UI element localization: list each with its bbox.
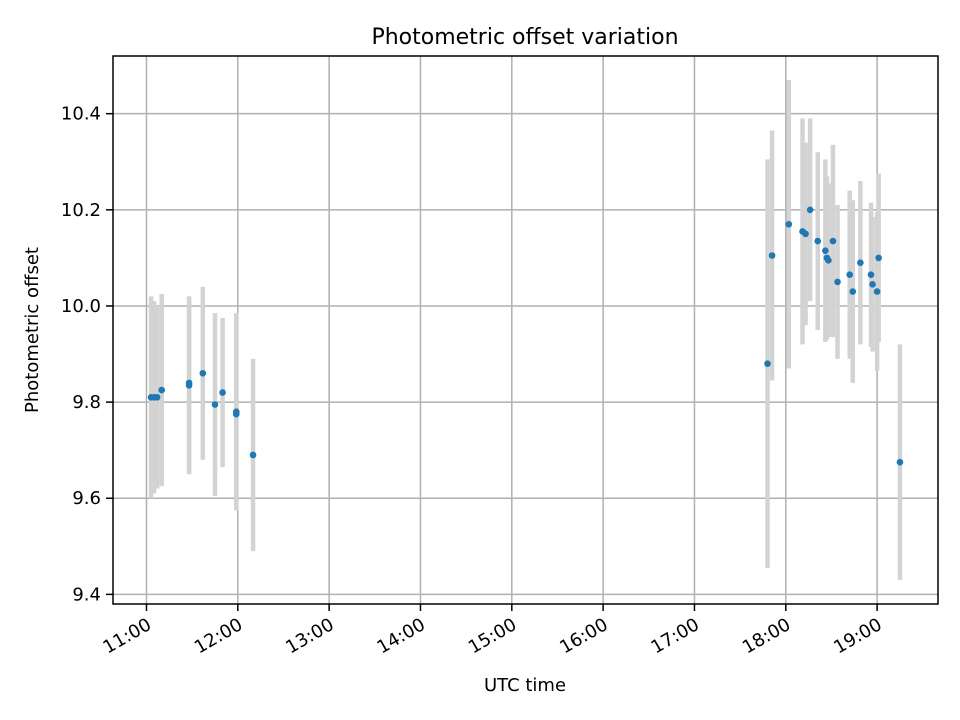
y-axis-label: Photometric offset — [22, 247, 43, 413]
errorbar-layer — [148, 80, 903, 580]
point-layer — [147, 206, 904, 466]
data-point — [867, 271, 875, 279]
y-tick-label: 9.6 — [72, 488, 101, 509]
data-point — [232, 410, 240, 418]
y-tick-label: 10.0 — [61, 296, 101, 317]
tick-layer: 11:00 12:00 13:00 14:00 15:00 16:00 17:00 18:00… — [61, 104, 886, 659]
y-tick-label: 9.8 — [72, 392, 101, 413]
y-tick-label: 10.4 — [61, 104, 101, 125]
chart-title: Photometric offset variation — [371, 25, 678, 50]
x-tick-label: 15:00 — [465, 614, 520, 658]
data-point — [211, 401, 219, 408]
data-point — [875, 254, 882, 262]
data-point — [896, 458, 904, 466]
y-tick-label: 10.2 — [61, 200, 101, 221]
data-point — [764, 360, 771, 367]
data-point — [219, 389, 226, 396]
data-point — [249, 451, 257, 459]
x-tick-label: 13:00 — [282, 614, 337, 658]
data-point — [153, 393, 161, 401]
plot-frame — [112, 55, 939, 605]
x-axis-label: UTC time — [484, 675, 566, 696]
data-point — [185, 381, 193, 389]
y-tick-label: 9.4 — [72, 584, 101, 605]
x-tick-label: 18:00 — [739, 614, 794, 658]
data-point — [768, 252, 776, 259]
x-tick-label: 17:00 — [648, 614, 703, 658]
data-point — [829, 237, 837, 245]
data-point — [873, 288, 881, 295]
data-point — [825, 256, 832, 264]
x-tick-label: 11:00 — [100, 614, 155, 658]
data-point — [802, 230, 809, 238]
data-point — [846, 271, 854, 279]
data-point — [158, 386, 166, 394]
x-tick-label: 16:00 — [556, 614, 611, 658]
data-point — [849, 288, 857, 295]
x-tick-label: 19:00 — [830, 614, 885, 658]
x-tick-label: 12:00 — [191, 614, 246, 658]
data-point — [834, 278, 841, 286]
data-point — [199, 369, 207, 377]
data-point — [822, 247, 829, 254]
x-tick-label: 14:00 — [374, 614, 429, 658]
data-point — [857, 259, 864, 267]
data-point — [814, 237, 822, 245]
data-point — [869, 281, 876, 288]
data-point — [806, 206, 814, 214]
data-point — [785, 220, 793, 228]
